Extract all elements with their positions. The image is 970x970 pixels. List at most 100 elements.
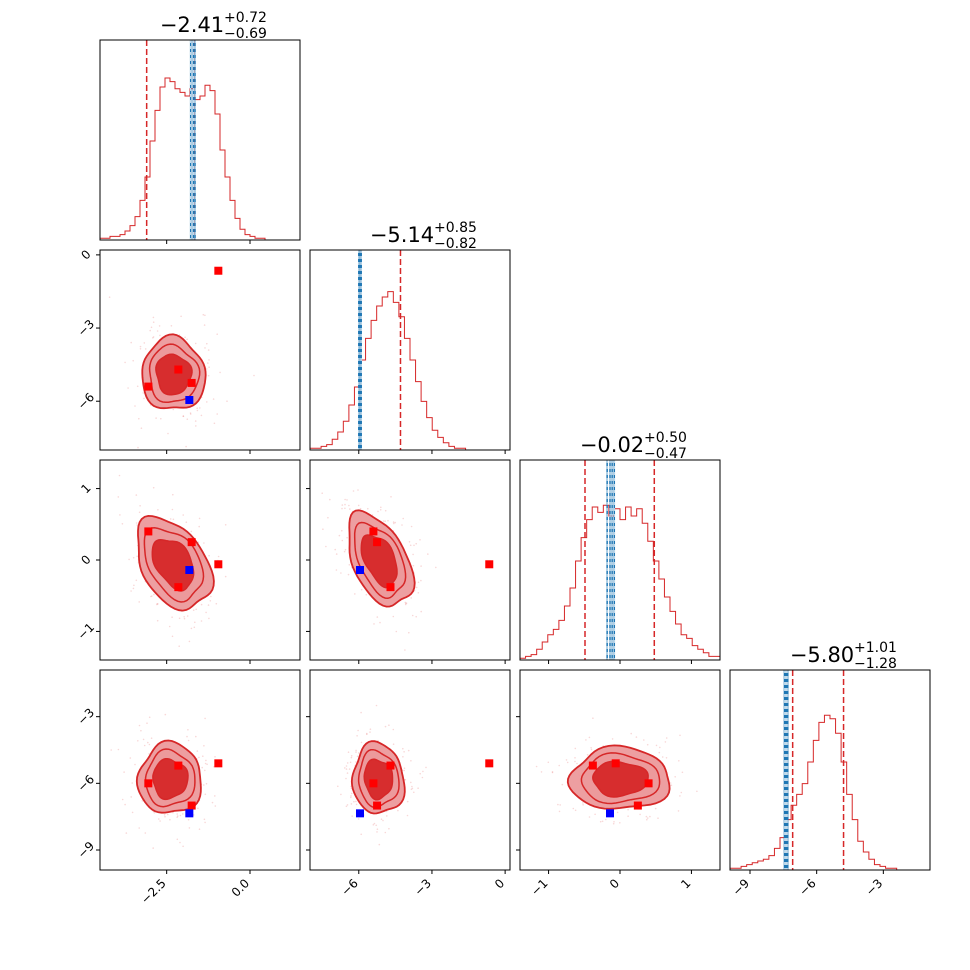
sample-point [551, 771, 554, 774]
sample-point [588, 736, 591, 739]
sample-point [172, 493, 174, 496]
sample-point [388, 724, 390, 726]
sample-point [253, 374, 255, 377]
sample-point [217, 555, 220, 558]
joint-panel-2-1 [309, 459, 511, 661]
sample-point [164, 713, 167, 716]
sample-point [357, 729, 359, 732]
sample-point [566, 761, 569, 764]
sample-point [152, 321, 155, 324]
sample-point [135, 494, 138, 496]
sample-point [392, 743, 395, 745]
sample-point [157, 509, 159, 511]
sample-point [352, 490, 355, 492]
sample-point [337, 785, 339, 788]
sample-point [206, 401, 208, 403]
sample-point [150, 595, 152, 598]
sample-point [142, 392, 144, 394]
sample-point [212, 398, 215, 400]
sample-point [182, 415, 185, 418]
sample-point [415, 586, 418, 589]
sample-point [100, 453, 102, 455]
sample-point [204, 717, 206, 720]
sample-point [142, 738, 145, 741]
sample-point [325, 545, 327, 548]
sample-point [384, 831, 387, 834]
sample-point [138, 511, 141, 514]
sample-point [345, 805, 348, 808]
sample-point [419, 539, 421, 541]
marker-red-4 [214, 266, 223, 275]
sample-point [410, 597, 413, 599]
sample-point [138, 724, 141, 727]
sample-point [202, 755, 204, 757]
sample-point [153, 812, 156, 814]
sample-point [187, 739, 190, 742]
sample-point [402, 756, 404, 758]
sample-point [208, 617, 210, 620]
sample-point [207, 349, 210, 351]
sample-point [411, 614, 414, 617]
contour-level-3 [155, 353, 193, 396]
sample-point [151, 595, 153, 597]
sample-point [124, 803, 126, 806]
sample-point [148, 716, 151, 719]
sample-point [147, 741, 149, 744]
sample-point [149, 329, 151, 332]
sample-point [395, 630, 398, 633]
sample-point [404, 601, 407, 604]
y-tick-label-p4: −6 [75, 772, 97, 794]
marker-red-4 [485, 759, 494, 768]
sample-point [206, 342, 208, 345]
sample-point [413, 544, 415, 547]
sample-point [419, 772, 422, 775]
sample-point [415, 542, 418, 545]
sample-point [195, 425, 197, 427]
sample-point [654, 807, 657, 810]
sample-point [167, 432, 169, 435]
sample-point [411, 787, 414, 790]
panel-frame-3-1 [309, 669, 511, 871]
joint-panel-3-2 [519, 669, 721, 871]
panel-frame-3-0 [99, 669, 301, 871]
sample-point [601, 820, 604, 823]
sample-point [393, 522, 395, 525]
sample-point [588, 816, 591, 818]
x-tick-label-p4: −6 [796, 876, 818, 898]
sample-point [117, 748, 120, 751]
sample-point [630, 732, 632, 735]
sample-point [659, 746, 661, 749]
sample-point [144, 348, 147, 350]
sample-point [186, 735, 188, 738]
y-tick-label-p4: −9 [75, 839, 97, 861]
sample-point [176, 816, 178, 819]
sample-point [412, 553, 414, 556]
marker-red-3 [187, 378, 196, 387]
sample-point [205, 759, 207, 762]
sample-point [657, 817, 659, 819]
sample-point [674, 776, 676, 778]
sample-point [417, 787, 419, 789]
sample-point [329, 498, 331, 501]
sample-point [158, 325, 161, 327]
sample-point [187, 819, 190, 821]
sample-point [574, 809, 577, 812]
sample-point [335, 553, 338, 555]
sample-point [375, 824, 378, 827]
sample-point [350, 792, 353, 795]
sample-point [180, 315, 182, 318]
sample-point [182, 415, 185, 417]
sample-point [163, 814, 166, 816]
sample-point [209, 600, 212, 602]
sample-point [382, 819, 384, 822]
hist-panel-p4: −5.80 +1.01−1.28 [729, 640, 931, 871]
sample-point [410, 788, 413, 791]
sample-point [338, 534, 341, 537]
sample-point [417, 581, 420, 584]
sample-point [408, 541, 411, 543]
sample-point [194, 420, 197, 422]
sample-point [599, 820, 602, 823]
sample-point [216, 333, 218, 336]
x-tick-label-p3: 0 [607, 876, 622, 891]
